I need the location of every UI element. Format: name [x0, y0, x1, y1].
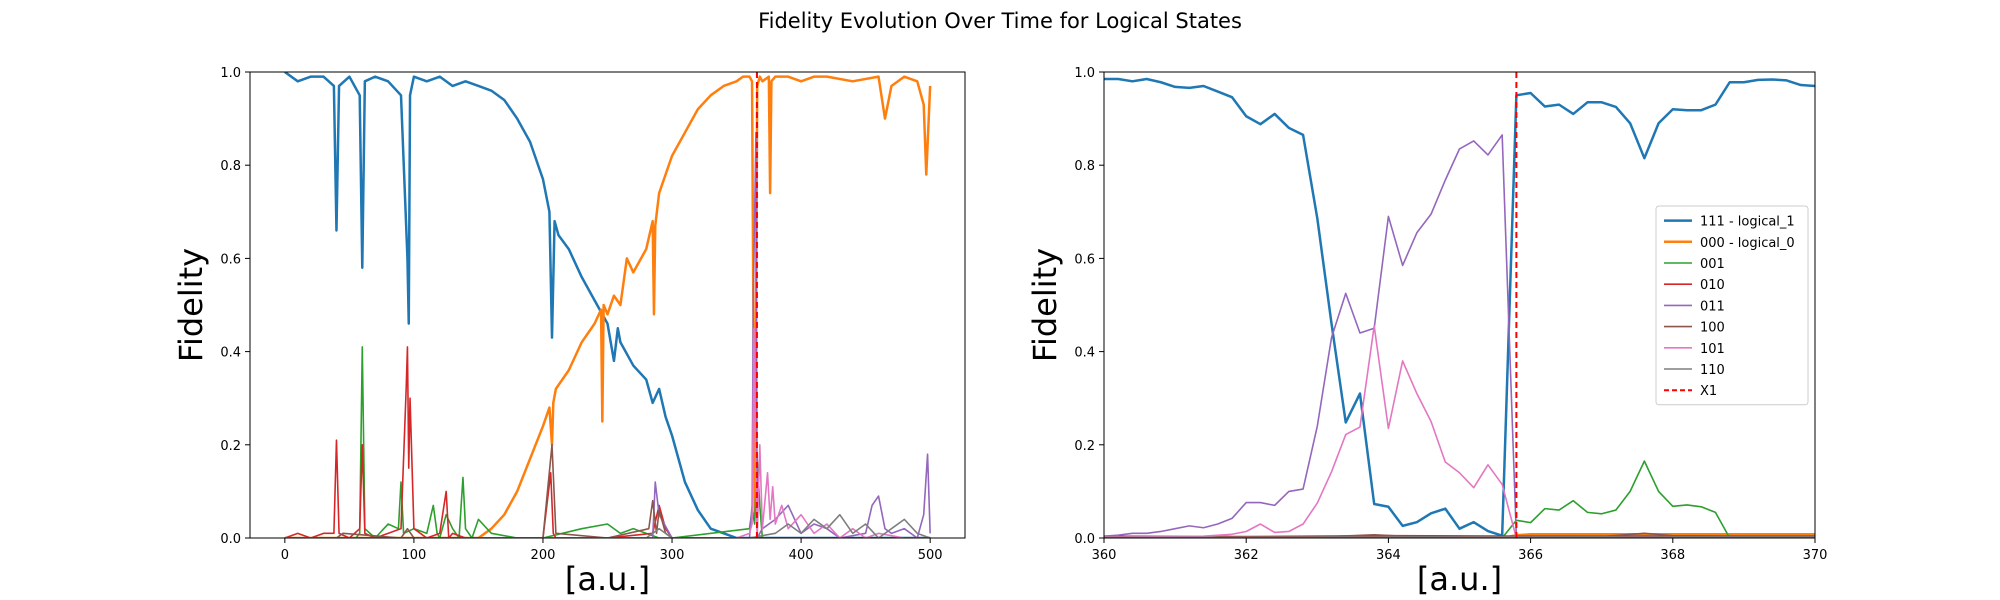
axes-frame [249, 71, 966, 539]
y-tick-label: 0.6 [1074, 252, 1095, 267]
figure-title: Fidelity Evolution Over Time for Logical… [758, 9, 1242, 33]
x-tick-label: 400 [789, 548, 814, 563]
left-fidelity-plot: 0 100 200 300 400 500 0.0 0.2 0.4 0.6 0.8 1.0 [a.u.]… [172, 66, 966, 598]
series-line-010 [284, 346, 931, 538]
x-tick-label: 500 [918, 548, 943, 563]
y-tick-label: 0.8 [1074, 159, 1095, 174]
series-group [1104, 72, 1815, 538]
y-axis-label: Fidelity [1026, 248, 1064, 362]
x-tick-label: 370 [1803, 548, 1828, 563]
series-line-101 [1104, 325, 1815, 538]
x-tick-label: 362 [1234, 548, 1259, 563]
y-tick-label: 0.2 [1074, 439, 1095, 454]
legend-label-100: 100 [1700, 321, 1725, 336]
axes-frame [1103, 71, 1816, 539]
series-line-110 [284, 513, 931, 538]
x-tick-label: 368 [1660, 548, 1685, 563]
right-fidelity-plot-zoom: 360 362 364 366 368 370 0.0 0.2 0.4 0.6 0.8 1.0 [a.u… [1026, 66, 1827, 598]
y-tick-label: 0.0 [220, 532, 241, 547]
x-tick-label: 0 [281, 548, 289, 563]
legend-label-000-logical-0: 000 - logical_0 [1700, 236, 1795, 251]
y-tick-label: 0.4 [220, 346, 241, 361]
y-tick-label: 0.8 [220, 159, 241, 174]
legend-label-001: 001 [1700, 257, 1725, 272]
series-line-111-logical-1 [1104, 77, 1815, 537]
x-tick-label: 366 [1518, 548, 1543, 563]
y-tick-label: 1.0 [220, 66, 241, 81]
legend-label-111-logical-1: 111 - logical_1 [1700, 215, 1795, 230]
series-line-101 [284, 327, 931, 538]
series-line-000-logical-0 [284, 75, 932, 538]
x-tick-label: 300 [660, 548, 685, 563]
y-axis-label: Fidelity [172, 248, 210, 362]
x-tick-label: 364 [1376, 548, 1401, 563]
legend-label-010: 010 [1700, 278, 1725, 293]
y-tick-label: 0.4 [1074, 346, 1095, 361]
y-tick-label: 0.2 [220, 439, 241, 454]
x-tick-label: 200 [531, 548, 556, 563]
series-group [284, 72, 932, 538]
x-axis-label: [a.u.] [565, 560, 650, 598]
x-tick-label: 360 [1092, 548, 1117, 563]
x-tick-label: 100 [401, 548, 426, 563]
legend-label-110: 110 [1700, 363, 1725, 378]
legend: 111 - logical_1 000 - logical_0 001 010 011 1… [1655, 205, 1809, 406]
series-line-001 [1104, 460, 1815, 538]
y-tick-label: 1.0 [1074, 66, 1095, 81]
series-line-111-logical-1 [284, 72, 931, 538]
legend-box [1655, 205, 1809, 406]
series-line-011 [1104, 134, 1815, 538]
y-tick-label: 0.0 [1074, 532, 1095, 547]
legend-label-x1: X1 [1700, 384, 1717, 399]
x-axis-label: [a.u.] [1417, 560, 1502, 598]
legend-label-011: 011 [1700, 299, 1725, 314]
y-tick-label: 0.6 [220, 252, 241, 267]
legend-label-101: 101 [1700, 342, 1725, 357]
series-line-100 [284, 444, 931, 538]
